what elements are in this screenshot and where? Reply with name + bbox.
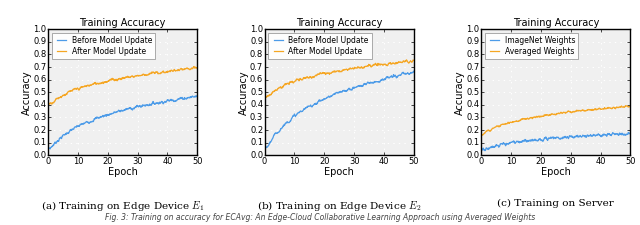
Title: Training Accuracy: Training Accuracy	[79, 18, 166, 29]
Title: Training Accuracy: Training Accuracy	[296, 18, 382, 29]
Before Model Update	[44, 145, 52, 148]
Before Model Update	[190, 96, 198, 98]
After Model Update	[260, 95, 268, 98]
After Model Update	[116, 78, 124, 80]
X-axis label: Epoch: Epoch	[108, 167, 138, 177]
Text: Fig. 3: Training on accuracy for ECAvg: An Edge-Cloud Collaborative Learning App: Fig. 3: Training on accuracy for ECAvg: …	[105, 214, 535, 223]
After Model Update	[332, 70, 340, 73]
ImageNet Weights	[558, 137, 566, 140]
Before Model Update	[46, 148, 54, 150]
ImageNet Weights	[566, 134, 574, 137]
Before Model Update	[133, 104, 141, 107]
Line: ImageNet Weights: ImageNet Weights	[481, 133, 630, 151]
After Model Update	[167, 69, 175, 72]
Before Model Update	[333, 91, 340, 94]
After Model Update	[133, 74, 141, 77]
Averaged Weights	[477, 134, 485, 137]
Averaged Weights	[477, 134, 485, 137]
Legend: Before Model Update, After Model Update: Before Model Update, After Model Update	[268, 33, 372, 59]
After Model Update	[191, 66, 198, 69]
After Model Update	[342, 68, 349, 71]
Before Model Update	[407, 72, 415, 75]
After Model Update	[350, 68, 358, 70]
Text: (a) Training on Edge Device $E_1$: (a) Training on Edge Device $E_1$	[41, 199, 205, 213]
Text: (b) Training on Edge Device $E_2$: (b) Training on Edge Device $E_2$	[257, 199, 421, 213]
Before Model Update	[350, 87, 358, 90]
Legend: ImageNet Weights, Averaged Weights: ImageNet Weights, Averaged Weights	[485, 33, 579, 59]
Before Model Update	[332, 92, 340, 94]
X-axis label: Epoch: Epoch	[541, 167, 571, 177]
After Model Update	[410, 59, 418, 62]
After Model Update	[333, 70, 340, 73]
Before Model Update	[115, 110, 123, 112]
After Model Update	[383, 64, 391, 67]
Before Model Update	[410, 70, 418, 73]
Text: (c) Training on Server: (c) Training on Server	[497, 199, 614, 209]
Before Model Update	[261, 148, 269, 150]
Averaged Weights	[548, 112, 556, 115]
ImageNet Weights	[477, 149, 485, 152]
Before Model Update	[167, 99, 175, 101]
Title: Training Accuracy: Training Accuracy	[513, 18, 599, 29]
Line: After Model Update: After Model Update	[48, 66, 197, 104]
Averaged Weights	[558, 112, 566, 115]
Averaged Weights	[549, 113, 557, 116]
ImageNet Weights	[627, 131, 634, 134]
Y-axis label: Accuracy: Accuracy	[239, 70, 248, 115]
After Model Update	[193, 67, 201, 70]
ImageNet Weights	[600, 134, 607, 136]
Legend: Before Model Update, After Model Update: Before Model Update, After Model Update	[52, 33, 155, 59]
Before Model Update	[116, 110, 124, 113]
After Model Update	[261, 96, 269, 99]
Before Model Update	[125, 106, 133, 109]
After Model Update	[115, 77, 123, 80]
ImageNet Weights	[625, 131, 632, 134]
Before Model Update	[410, 70, 417, 72]
Before Model Update	[342, 90, 349, 92]
Averaged Weights	[627, 105, 634, 108]
After Model Update	[403, 58, 410, 61]
ImageNet Weights	[549, 135, 557, 138]
Averaged Weights	[623, 105, 631, 108]
ImageNet Weights	[548, 136, 556, 139]
Line: Averaged Weights: Averaged Weights	[481, 106, 630, 136]
Y-axis label: Accuracy: Accuracy	[22, 70, 32, 115]
Averaged Weights	[600, 108, 607, 110]
ImageNet Weights	[623, 133, 631, 136]
After Model Update	[125, 76, 133, 79]
Before Model Update	[193, 94, 200, 97]
Before Model Update	[260, 147, 268, 150]
X-axis label: Epoch: Epoch	[324, 167, 354, 177]
Before Model Update	[193, 95, 201, 98]
After Model Update	[407, 60, 415, 63]
Y-axis label: Accuracy: Accuracy	[455, 70, 465, 115]
Before Model Update	[383, 75, 391, 78]
ImageNet Weights	[481, 149, 489, 152]
Line: Before Model Update: Before Model Update	[48, 96, 197, 149]
Line: Before Model Update: Before Model Update	[264, 71, 414, 149]
After Model Update	[44, 100, 52, 103]
After Model Update	[48, 103, 56, 106]
After Model Update	[190, 65, 198, 68]
Averaged Weights	[566, 111, 574, 113]
Line: After Model Update: After Model Update	[264, 60, 414, 98]
Averaged Weights	[623, 104, 630, 107]
